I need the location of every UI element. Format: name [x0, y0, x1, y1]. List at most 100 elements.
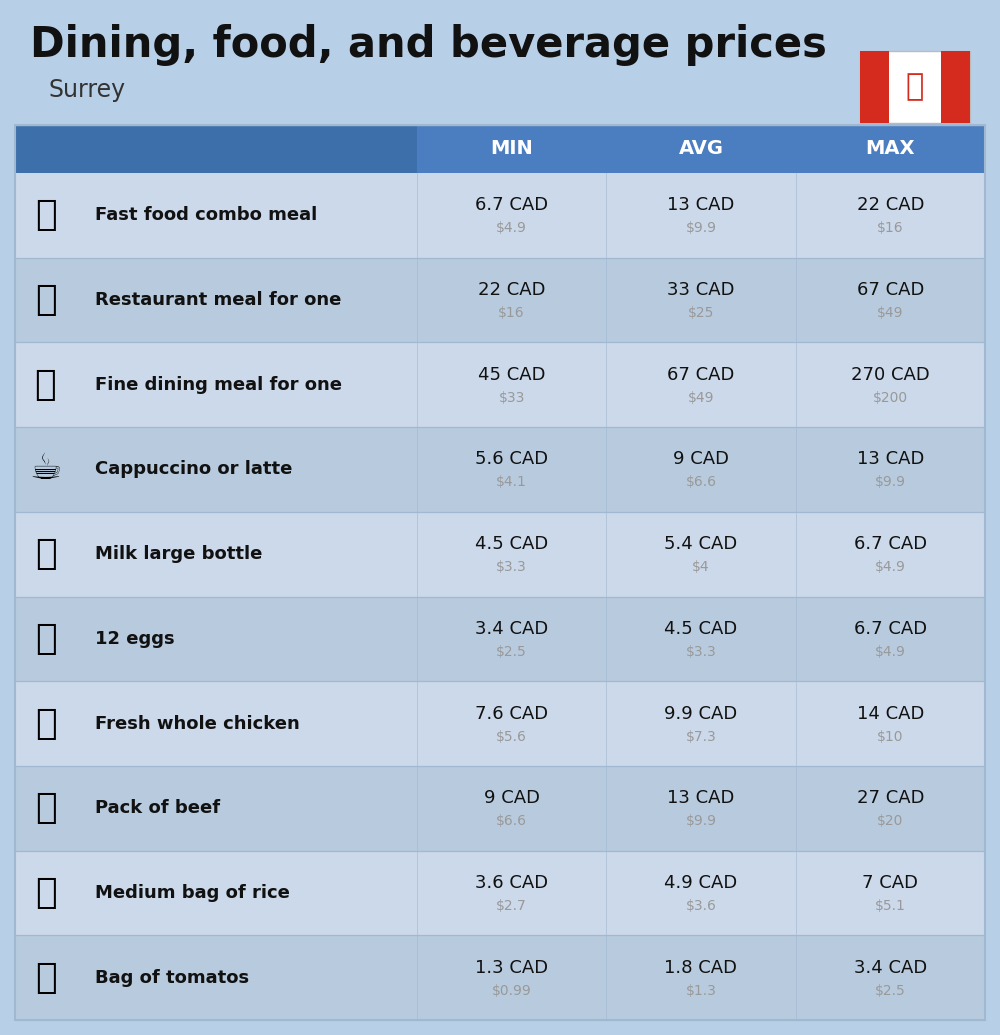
Text: $4.1: $4.1 [496, 475, 527, 490]
Text: 🥛: 🥛 [35, 537, 57, 571]
Text: 4.9 CAD: 4.9 CAD [664, 874, 738, 892]
Text: 6.7 CAD: 6.7 CAD [854, 535, 927, 553]
Text: 14 CAD: 14 CAD [857, 705, 924, 722]
Text: $9.9: $9.9 [875, 475, 906, 490]
Text: Fine dining meal for one: Fine dining meal for one [95, 376, 342, 393]
Text: $5.6: $5.6 [496, 730, 527, 743]
Text: $4.9: $4.9 [875, 645, 906, 659]
Text: 13 CAD: 13 CAD [857, 450, 924, 469]
Text: $16: $16 [877, 221, 904, 235]
Text: 4.5 CAD: 4.5 CAD [475, 535, 548, 553]
Text: 9 CAD: 9 CAD [673, 450, 729, 469]
Text: $1.3: $1.3 [686, 983, 716, 998]
Text: Pack of beef: Pack of beef [95, 799, 220, 818]
Text: 27 CAD: 27 CAD [857, 790, 924, 807]
Text: $49: $49 [688, 391, 714, 405]
Text: 5.4 CAD: 5.4 CAD [664, 535, 738, 553]
Text: 1.8 CAD: 1.8 CAD [664, 958, 738, 977]
Text: $7.3: $7.3 [686, 730, 716, 743]
Text: $20: $20 [877, 815, 904, 828]
FancyBboxPatch shape [941, 51, 970, 123]
Text: 🐔: 🐔 [35, 707, 57, 741]
Text: $3.3: $3.3 [496, 560, 527, 574]
FancyBboxPatch shape [15, 427, 985, 511]
Text: MAX: MAX [866, 140, 915, 158]
Text: $2.7: $2.7 [496, 899, 527, 913]
FancyBboxPatch shape [15, 766, 985, 851]
FancyBboxPatch shape [15, 343, 985, 427]
FancyBboxPatch shape [15, 511, 985, 596]
Text: $2.5: $2.5 [496, 645, 527, 659]
Text: Milk large bottle: Milk large bottle [95, 545, 262, 563]
Text: 9 CAD: 9 CAD [484, 790, 540, 807]
Text: $2.5: $2.5 [875, 983, 906, 998]
Text: 13 CAD: 13 CAD [667, 197, 735, 214]
Text: $0.99: $0.99 [492, 983, 532, 998]
Text: Medium bag of rice: Medium bag of rice [95, 884, 290, 901]
Text: 270 CAD: 270 CAD [851, 365, 930, 384]
Text: 45 CAD: 45 CAD [478, 365, 545, 384]
Text: 🍔: 🍔 [35, 199, 57, 232]
Text: 1.3 CAD: 1.3 CAD [475, 958, 548, 977]
Text: $33: $33 [498, 391, 525, 405]
Text: $3.3: $3.3 [686, 645, 716, 659]
Text: 🍽️: 🍽️ [35, 367, 57, 402]
Text: $9.9: $9.9 [686, 221, 716, 235]
Text: 67 CAD: 67 CAD [857, 282, 924, 299]
Text: 9.9 CAD: 9.9 CAD [664, 705, 738, 722]
Text: 🍚: 🍚 [35, 876, 57, 910]
Text: 3.6 CAD: 3.6 CAD [475, 874, 548, 892]
Text: Cappuccino or latte: Cappuccino or latte [95, 461, 292, 478]
FancyBboxPatch shape [15, 936, 985, 1021]
Text: 13 CAD: 13 CAD [667, 790, 735, 807]
Text: 33 CAD: 33 CAD [667, 282, 735, 299]
Text: 22 CAD: 22 CAD [857, 197, 924, 214]
Text: Dining, food, and beverage prices: Dining, food, and beverage prices [30, 24, 827, 66]
Text: $6.6: $6.6 [686, 475, 716, 490]
Text: 12 eggs: 12 eggs [95, 630, 175, 648]
Text: $49: $49 [877, 306, 904, 320]
Text: ☕: ☕ [30, 452, 62, 486]
Text: 🍳: 🍳 [35, 283, 57, 317]
Text: $4.9: $4.9 [875, 560, 906, 574]
Text: $6.6: $6.6 [496, 815, 527, 828]
Text: 67 CAD: 67 CAD [667, 365, 735, 384]
Text: 5.6 CAD: 5.6 CAD [475, 450, 548, 469]
Text: $4.9: $4.9 [496, 221, 527, 235]
FancyBboxPatch shape [15, 125, 417, 173]
FancyBboxPatch shape [860, 51, 970, 123]
Text: 🍁: 🍁 [906, 72, 924, 101]
Text: $4: $4 [692, 560, 710, 574]
Text: $16: $16 [498, 306, 525, 320]
Text: 🍅: 🍅 [35, 960, 57, 995]
Text: 6.7 CAD: 6.7 CAD [475, 197, 548, 214]
FancyBboxPatch shape [417, 125, 985, 173]
FancyBboxPatch shape [15, 258, 985, 343]
Text: $9.9: $9.9 [686, 815, 716, 828]
Text: $3.6: $3.6 [686, 899, 716, 913]
Text: 7 CAD: 7 CAD [862, 874, 918, 892]
FancyBboxPatch shape [15, 173, 985, 258]
Text: 3.4 CAD: 3.4 CAD [854, 958, 927, 977]
Text: $25: $25 [688, 306, 714, 320]
Text: Fast food combo meal: Fast food combo meal [95, 206, 317, 225]
Text: 6.7 CAD: 6.7 CAD [854, 620, 927, 638]
FancyBboxPatch shape [15, 851, 985, 936]
Text: Surrey: Surrey [48, 78, 125, 102]
Text: MIN: MIN [490, 140, 533, 158]
Text: Bag of tomatos: Bag of tomatos [95, 969, 249, 986]
Text: 🥩: 🥩 [35, 791, 57, 825]
Text: $10: $10 [877, 730, 904, 743]
FancyBboxPatch shape [860, 51, 889, 123]
Text: Restaurant meal for one: Restaurant meal for one [95, 291, 341, 309]
Text: $5.1: $5.1 [875, 899, 906, 913]
Text: AVG: AVG [678, 140, 724, 158]
Text: 4.5 CAD: 4.5 CAD [664, 620, 738, 638]
Text: 7.6 CAD: 7.6 CAD [475, 705, 548, 722]
Text: $200: $200 [873, 391, 908, 405]
FancyBboxPatch shape [15, 681, 985, 766]
Text: 🥚: 🥚 [35, 622, 57, 656]
FancyBboxPatch shape [15, 596, 985, 681]
Text: 3.4 CAD: 3.4 CAD [475, 620, 548, 638]
Text: 22 CAD: 22 CAD [478, 282, 545, 299]
